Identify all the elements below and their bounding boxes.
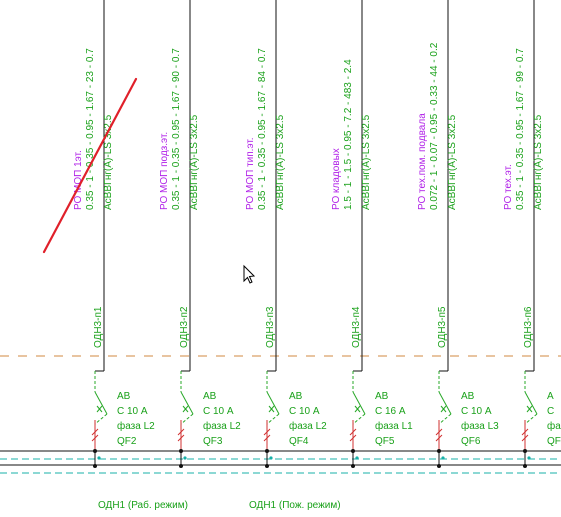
feeder-tag-label: ОДН3-п2 — [179, 306, 190, 348]
breaker-rating-label: С 10 А — [203, 406, 234, 417]
bus-labels: ОДН1 (Раб. режим) ОДН1 (Пож. режим) — [98, 499, 341, 511]
breaker-phase-label: фаза L2 — [203, 420, 241, 432]
feeder-params-label: 0.072 - 1 - 0.07 - 0.95 - 0.33 - 44 - 0.… — [429, 42, 440, 210]
feeder-room-label: РО тех.пом. подвала — [417, 113, 428, 210]
distribution-busbars — [0, 450, 561, 474]
feeder-n6: РО тех.эт. 0.35 - 1 - 0.35 - 0.95 - 1.67 … — [503, 0, 561, 468]
feeder-cable-label: АсВВГнг(А)-LS 3x2.5 — [447, 114, 458, 210]
feeder-n5: РО тех.пом. подвала 0.072 - 1 - 0.07 - 0.… — [417, 0, 499, 468]
circuit-breaker-symbol — [349, 371, 366, 468]
feeder-cable-label: АсВВГнг(А)-LS 3x2.5 — [103, 114, 114, 210]
feeder-tag-label: ОДН3-п4 — [351, 306, 362, 348]
circuit-breaker-symbol — [521, 371, 538, 468]
breaker-type-label: АВ — [375, 391, 389, 402]
feeder-n3: РО МОП тип.эт. 0.35 - 1 - 0.35 - 0.95 - 1… — [245, 0, 327, 468]
feeder-room-label: РО МОП 1эт. — [73, 150, 84, 210]
breaker-designator-label: QF2 — [117, 436, 137, 447]
breaker-phase-label: фаза L2 — [289, 420, 327, 432]
breaker-rating-label: С 10 А — [117, 406, 148, 417]
breaker-rating-label: С 16 А — [375, 406, 406, 417]
feeder-cable-label: АсВВГнг(А)-LS 3x2.5 — [533, 114, 544, 210]
breaker-type-label: АВ — [203, 391, 217, 402]
feeder-params-label: 0.35 - 1 - 0.35 - 0.95 - 1.67 - 90 - 0.7 — [171, 48, 182, 210]
breaker-rating-label: С 10 А — [289, 406, 320, 417]
breaker-phase-label: фаза L1 — [375, 420, 413, 432]
feeder-tag-label: ОДН3-п5 — [437, 306, 448, 348]
breaker-type-label: АВ — [289, 391, 303, 402]
circuit-breaker-symbol — [177, 371, 194, 468]
breaker-phase-label: фа — [547, 420, 561, 432]
feeder-n2: РО МОП подз.эт. 0.35 - 1 - 0.35 - 0.95 - … — [159, 0, 241, 468]
feeder-tag-label: ОДН3-п6 — [523, 306, 534, 348]
breaker-designator-label: QF6 — [461, 436, 481, 447]
mouse-pointer-icon — [243, 264, 256, 284]
breaker-designator-label: QF3 — [203, 436, 223, 447]
feeder-n1: РО МОП 1эт. 0.35 - 1 - 0.35 - 0.95 - 1.67… — [73, 0, 155, 468]
breaker-type-label: А — [547, 391, 554, 402]
breaker-type-label: АВ — [117, 391, 131, 402]
feeder-params-label: 0.35 - 1 - 0.35 - 0.95 - 1.67 - 99 - 0.7 — [515, 48, 526, 210]
feeder-params-label: 0.35 - 1 - 0.35 - 0.95 - 1.67 - 23 - 0.7 — [85, 48, 96, 210]
circuit-breaker-symbol — [435, 371, 452, 468]
feeder-cable-label: АсВВГнг(А)-LS 3x2.5 — [275, 114, 286, 210]
feeder-group: РО МОП 1эт. 0.35 - 1 - 0.35 - 0.95 - 1.67… — [73, 0, 561, 468]
feeder-room-label: РО МОП подз.эт. — [159, 132, 170, 210]
circuit-breaker-symbol — [91, 371, 108, 468]
breaker-designator-label: QF5 — [375, 436, 395, 447]
breaker-designator-label: QF — [547, 436, 561, 447]
breaker-phase-label: фаза L3 — [461, 420, 499, 432]
feeder-params-label: 0.35 - 1 - 0.35 - 0.95 - 1.67 - 84 - 0.7 — [257, 48, 268, 210]
breaker-type-label: АВ — [461, 391, 475, 402]
circuit-breaker-symbol — [263, 371, 280, 468]
feeder-tag-label: ОДН3-п1 — [93, 306, 104, 348]
feeder-room-label: РО МОП тип.эт. — [245, 137, 256, 210]
feeder-params-label: 1.5 - 1 - 1.5 - 0.95 - 7.2 - 483 - 2.4 — [343, 59, 354, 210]
breaker-rating-label: С 10 А — [461, 406, 492, 417]
feeder-n4: РО кладовых 1.5 - 1 - 1.5 - 0.95 - 7.2 - … — [331, 0, 413, 468]
feeder-room-label: РО тех.эт. — [503, 164, 514, 210]
red-strike-line — [42, 77, 138, 254]
breaker-rating-label: С — [547, 406, 554, 417]
markup-annotations — [42, 77, 138, 254]
breaker-designator-label: QF4 — [289, 436, 309, 447]
feeder-cable-label: АсВВГнг(А)-LS 3x2.5 — [361, 114, 372, 210]
bus-label-working: ОДН1 (Раб. режим) — [98, 499, 188, 511]
bus-label-fire: ОДН1 (Пож. режим) — [249, 500, 341, 511]
feeder-cable-label: АсВВГнг(А)-LS 3x2.5 — [189, 114, 200, 210]
breaker-phase-label: фаза L2 — [117, 420, 155, 432]
feeder-tag-label: ОДН3-п3 — [265, 306, 276, 348]
feeder-room-label: РО кладовых — [331, 148, 342, 210]
cursor-arrow-icon — [243, 264, 256, 284]
